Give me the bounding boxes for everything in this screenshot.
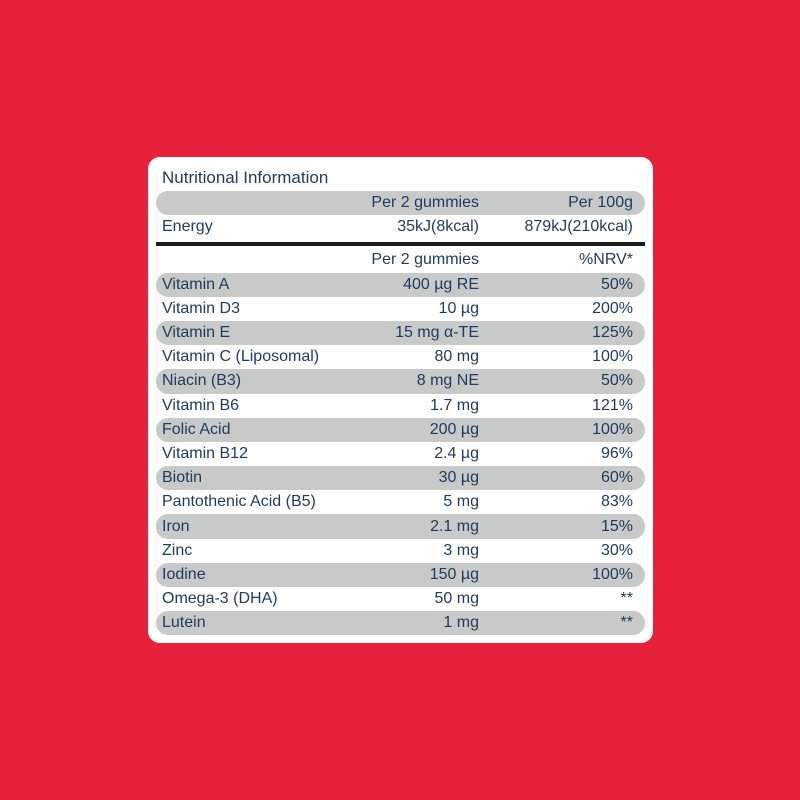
nutrient-row: Vitamin D3 10 µg 200% — [156, 297, 645, 321]
nutrient-amount: 8 mg NE — [416, 372, 479, 390]
nutrient-amount: 5 mg — [443, 493, 479, 511]
energy-row: Energy 35kJ(8kcal) 879kJ(210kcal) — [156, 215, 645, 239]
nutrient-row: Pantothenic Acid (B5) 5 mg 83% — [156, 490, 645, 514]
divider-line — [156, 242, 645, 247]
nutrient-name: Vitamin E — [162, 324, 231, 342]
nutrient-row: Niacin (B3) 8 mg NE 50% — [156, 369, 645, 394]
header-row: Per 2 gummies Per 100g — [156, 191, 645, 216]
nutrient-name: Vitamin D3 — [162, 299, 240, 317]
nutrient-row: Omega-3 (DHA) 50 mg ** — [156, 587, 645, 611]
nutrient-row: Iron 2.1 mg 15% — [156, 514, 645, 539]
nutrient-nrv: 50% — [600, 275, 633, 293]
energy-per-serving: 35kJ(8kcal) — [397, 218, 479, 236]
nutrient-row: Vitamin C (Liposomal) 80 mg 100% — [156, 345, 645, 369]
nutrient-amount: 1.7 mg — [430, 396, 479, 414]
nutrient-row: Folic Acid 200 µg 100% — [156, 417, 645, 442]
nutrient-amount: 30 µg — [438, 469, 479, 487]
nutrient-nrv: 83% — [600, 493, 633, 511]
subheader-per-serving: Per 2 gummies — [371, 251, 479, 269]
nutrient-amount: 3 mg — [443, 541, 479, 559]
nutrient-name: Niacin (B3) — [162, 372, 242, 390]
nutrient-nrv: 100% — [592, 348, 633, 366]
nutrient-amount: 200 µg — [429, 420, 479, 438]
nutrient-table: Vitamin A 400 µg RE 50% Vitamin D3 10 µg 200… — [156, 272, 645, 636]
nutrient-row: Vitamin B6 1.7 mg 121% — [156, 394, 645, 418]
nutrient-name: Biotin — [162, 469, 203, 487]
nutrient-nrv: 15% — [600, 517, 633, 535]
nutrient-amount: 1 mg — [443, 614, 479, 632]
header-per-serving: Per 2 gummies — [371, 194, 479, 212]
nutrient-amount: 80 mg — [434, 348, 479, 366]
nutrient-nrv: ** — [620, 614, 633, 632]
nutrient-name: Omega-3 (DHA) — [162, 590, 278, 608]
nutrient-nrv: 200% — [592, 299, 633, 317]
nutrient-row: Iodine 150 µg 100% — [156, 562, 645, 587]
nutrient-nrv: 96% — [600, 444, 633, 462]
nutrient-amount: 15 mg α-TE — [395, 324, 479, 342]
nutrient-amount: 400 µg RE — [403, 275, 479, 293]
subheader-row: Per 2 gummies %NRV* — [156, 248, 645, 272]
nutrient-row: Vitamin B12 2.4 µg 96% — [156, 442, 645, 466]
nutrient-amount: 50 mg — [434, 590, 479, 608]
nutrient-row: Zinc 3 mg 30% — [156, 539, 645, 563]
panel-title: Nutritional Information — [162, 168, 329, 187]
nutrient-row: Lutein 1 mg ** — [156, 611, 645, 636]
nutrient-name: Folic Acid — [162, 420, 231, 438]
nutrient-nrv: 125% — [592, 324, 633, 342]
nutrient-row: Biotin 30 µg 60% — [156, 466, 645, 491]
nutrient-name: Zinc — [162, 541, 193, 559]
nutrient-nrv: 60% — [600, 469, 633, 487]
nutrient-amount: 2.4 µg — [434, 444, 479, 462]
nutrient-nrv: 100% — [592, 420, 633, 438]
nutrient-name: Vitamin A — [162, 275, 230, 293]
header-per-100g: Per 100g — [568, 194, 633, 212]
nutrient-row: Vitamin A 400 µg RE 50% — [156, 272, 645, 297]
nutrient-name: Pantothenic Acid (B5) — [162, 493, 316, 511]
nutrient-amount: 10 µg — [438, 299, 479, 317]
nutrient-amount: 150 µg — [429, 565, 479, 583]
nutrient-name: Vitamin C (Liposomal) — [162, 348, 320, 366]
nutrient-nrv: ** — [620, 590, 633, 608]
energy-label: Energy — [162, 218, 213, 236]
nutrient-nrv: 121% — [592, 396, 633, 414]
subheader-nrv: %NRV* — [579, 251, 633, 269]
nutrient-row: Vitamin E 15 mg α-TE 125% — [156, 320, 645, 346]
nutrition-panel: Nutritional Information Per 2 gummies Pe… — [148, 157, 653, 643]
nutrient-amount: 2.1 mg — [430, 517, 479, 535]
nutrient-nrv: 50% — [600, 372, 633, 390]
nutrient-nrv: 100% — [592, 565, 633, 583]
nutrient-name: Lutein — [162, 614, 206, 632]
nutrient-name: Iodine — [162, 565, 206, 583]
nutrient-name: Vitamin B12 — [162, 444, 248, 462]
nutrient-nrv: 30% — [600, 541, 633, 559]
energy-per-100g: 879kJ(210kcal) — [524, 218, 634, 236]
nutrient-name: Vitamin B6 — [162, 396, 240, 414]
nutrient-name: Iron — [162, 517, 190, 535]
